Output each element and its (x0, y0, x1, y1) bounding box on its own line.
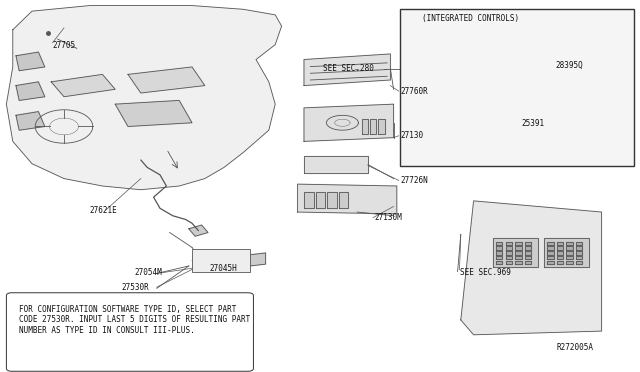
Polygon shape (506, 256, 512, 260)
Polygon shape (576, 242, 582, 245)
Polygon shape (515, 251, 522, 254)
Polygon shape (566, 261, 573, 264)
Polygon shape (481, 86, 487, 97)
Polygon shape (327, 192, 337, 208)
Polygon shape (304, 104, 394, 141)
Text: 27530R: 27530R (122, 283, 149, 292)
Polygon shape (472, 56, 479, 67)
Polygon shape (566, 247, 573, 250)
Polygon shape (547, 256, 554, 260)
Text: 27760R: 27760R (400, 87, 428, 96)
Polygon shape (525, 261, 531, 264)
Text: 27045H: 27045H (210, 264, 237, 273)
Polygon shape (481, 56, 487, 67)
Polygon shape (304, 54, 390, 86)
Polygon shape (557, 261, 563, 264)
Polygon shape (557, 247, 563, 250)
Text: 27130: 27130 (400, 131, 423, 140)
Polygon shape (236, 257, 242, 268)
Text: 27726N: 27726N (400, 176, 428, 185)
Polygon shape (472, 86, 479, 97)
Polygon shape (378, 119, 385, 134)
Polygon shape (544, 237, 589, 267)
Polygon shape (566, 251, 573, 254)
Polygon shape (464, 86, 470, 97)
Polygon shape (241, 257, 247, 268)
Polygon shape (477, 86, 624, 149)
Text: 27054M: 27054M (134, 268, 162, 277)
Text: R272005A: R272005A (557, 343, 594, 352)
Polygon shape (525, 242, 531, 245)
Text: 27130M: 27130M (374, 213, 402, 222)
Polygon shape (128, 67, 205, 93)
Polygon shape (525, 251, 531, 254)
Polygon shape (51, 74, 115, 97)
Polygon shape (576, 256, 582, 260)
Polygon shape (472, 71, 479, 82)
Polygon shape (464, 71, 470, 82)
Polygon shape (362, 119, 368, 134)
Polygon shape (576, 261, 582, 264)
Polygon shape (496, 251, 502, 254)
Polygon shape (481, 71, 487, 82)
Text: (INTEGRATED CONTROLS): (INTEGRATED CONTROLS) (422, 14, 520, 23)
Polygon shape (250, 253, 266, 266)
Polygon shape (493, 237, 538, 267)
Text: FOR CONFIGURATION SOFTWARE TYPE ID, SELECT PART
CODE 27530R. INPUT LAST 5 DIGITS: FOR CONFIGURATION SOFTWARE TYPE ID, SELE… (19, 305, 250, 335)
Polygon shape (525, 247, 531, 250)
Polygon shape (16, 52, 45, 71)
Polygon shape (461, 201, 602, 335)
Polygon shape (304, 156, 368, 173)
Text: SEE SEC.280: SEE SEC.280 (323, 64, 374, 73)
Polygon shape (298, 184, 397, 214)
Polygon shape (316, 192, 325, 208)
Polygon shape (489, 86, 495, 97)
Polygon shape (496, 247, 502, 250)
Polygon shape (576, 247, 582, 250)
Polygon shape (515, 247, 522, 250)
Polygon shape (566, 242, 573, 245)
Polygon shape (515, 261, 522, 264)
Polygon shape (506, 251, 512, 254)
Polygon shape (230, 257, 237, 268)
Polygon shape (489, 71, 495, 82)
Polygon shape (496, 242, 502, 245)
FancyBboxPatch shape (400, 9, 634, 166)
Text: 27705: 27705 (52, 41, 76, 50)
Polygon shape (506, 247, 512, 250)
Polygon shape (489, 56, 495, 67)
Polygon shape (304, 192, 314, 208)
Polygon shape (16, 82, 45, 100)
Polygon shape (566, 256, 573, 260)
Polygon shape (506, 261, 512, 264)
Polygon shape (496, 256, 502, 260)
Polygon shape (464, 56, 470, 67)
Polygon shape (422, 33, 499, 104)
Polygon shape (506, 242, 512, 245)
Text: 25391: 25391 (522, 119, 545, 128)
Polygon shape (339, 192, 348, 208)
Text: 28395Q: 28395Q (556, 61, 583, 70)
FancyBboxPatch shape (6, 293, 253, 371)
Polygon shape (547, 247, 554, 250)
Polygon shape (115, 100, 192, 126)
Polygon shape (557, 256, 563, 260)
Polygon shape (525, 256, 531, 260)
Polygon shape (547, 251, 554, 254)
Polygon shape (576, 251, 582, 254)
Text: 27621E: 27621E (90, 206, 117, 215)
Polygon shape (557, 242, 563, 245)
Polygon shape (547, 261, 554, 264)
Polygon shape (6, 6, 282, 190)
Polygon shape (496, 261, 502, 264)
Text: SEE SEC.969: SEE SEC.969 (460, 268, 510, 277)
Polygon shape (557, 251, 563, 254)
FancyBboxPatch shape (192, 249, 250, 272)
Polygon shape (16, 112, 45, 130)
Polygon shape (547, 242, 554, 245)
Polygon shape (189, 225, 208, 236)
Polygon shape (515, 256, 522, 260)
Polygon shape (515, 242, 522, 245)
Polygon shape (370, 119, 376, 134)
